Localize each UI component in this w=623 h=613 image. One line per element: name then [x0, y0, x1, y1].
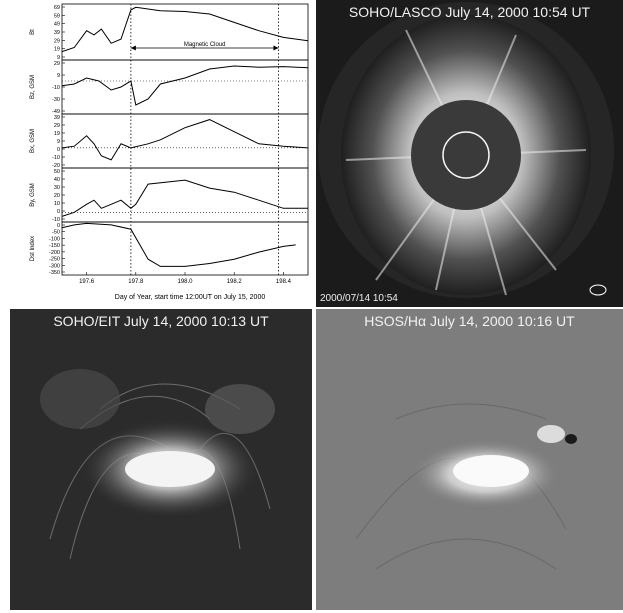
- y-tick-label: 0: [57, 147, 60, 153]
- y-tick-label: -49: [52, 109, 60, 115]
- y-tick-label: 30: [54, 185, 60, 191]
- y-tick-label: -10: [52, 85, 60, 91]
- eit-title: SOHO/EIT July 14, 2000 10:13 UT: [53, 313, 269, 329]
- occulting-disk: [411, 100, 521, 210]
- lasco-image: SOHO/LASCO July 14, 2000 10:54 UT 2000/0…: [316, 0, 623, 307]
- y-tick-label: 39: [54, 115, 60, 121]
- magnetic-field-plots: Day of Year, start time 12:00UT on July …: [0, 0, 315, 307]
- y-tick-label: -50: [52, 230, 60, 236]
- y-tick-label: 59: [54, 13, 60, 19]
- y-tick-label: -350: [49, 270, 60, 276]
- y-axis-label: Bx, GSM: [30, 129, 36, 153]
- y-tick-label: 49: [54, 22, 60, 28]
- series-line: [61, 119, 309, 161]
- x-tick-label: 198.4: [276, 279, 292, 285]
- plot-frame: [61, 167, 309, 223]
- halpha-image: HSOS/Hα July 14, 2000 10:16 UT: [316, 309, 623, 610]
- y-tick-label: 19: [54, 47, 60, 53]
- y-tick-label: -300: [49, 263, 60, 269]
- y-tick-label: -10: [52, 217, 60, 223]
- y-axis-label: Bt: [30, 29, 36, 35]
- arrow-head-left-icon: [130, 45, 136, 51]
- eit-image: SOHO/EIT July 14, 2000 10:13 UT: [10, 309, 312, 610]
- solar-limb-circle: [442, 131, 490, 179]
- y-axis-label: Bz, GSM: [30, 75, 36, 99]
- plot-frame: [61, 113, 309, 169]
- series-line: [61, 6, 309, 53]
- x-axis-label: Day of Year, start time 12:00UT on July …: [115, 294, 266, 301]
- x-tick-label: 197.8: [128, 279, 144, 285]
- lasco-timestamp: 2000/07/14 10:54: [320, 293, 398, 304]
- y-axis-label: Dst Index: [30, 236, 36, 261]
- magnetic-cloud-label: Magnetic Cloud: [184, 42, 226, 48]
- y-tick-label: 9: [57, 55, 60, 61]
- y-tick-label: -150: [49, 243, 60, 249]
- y-tick-label: 29: [54, 61, 60, 67]
- lasco-title: SOHO/LASCO July 14, 2000 10:54 UT: [348, 4, 591, 20]
- sun-size-icon: [589, 284, 607, 296]
- y-tick-label: -10: [52, 155, 60, 161]
- y-tick-label: 10: [54, 201, 60, 207]
- y-tick-label: 19: [54, 131, 60, 137]
- y-tick-label: 39: [54, 30, 60, 36]
- eit-euv-picture: [10, 309, 312, 610]
- y-tick-label: 0: [57, 209, 60, 215]
- y-tick-label: 69: [54, 5, 60, 11]
- y-tick-label: -20: [52, 163, 60, 169]
- series-line: [61, 222, 296, 267]
- y-tick-label: 0: [57, 223, 60, 229]
- y-tick-label: 50: [54, 169, 60, 175]
- lasco-coronagraph-picture: [316, 0, 623, 307]
- plot-frame: [61, 59, 309, 115]
- plot-frame: [61, 221, 309, 276]
- y-tick-label: 29: [54, 38, 60, 44]
- series-line: [61, 179, 308, 217]
- y-tick-label: 9: [57, 73, 60, 79]
- x-tick-label: 198.2: [227, 279, 243, 285]
- plot-svg: Day of Year, start time 12:00UT on July …: [30, 3, 309, 301]
- arrow-head-right-icon: [273, 45, 279, 51]
- y-axis-label: By, GSM: [30, 183, 36, 207]
- y-tick-label: 29: [54, 123, 60, 129]
- halpha-picture: [316, 309, 623, 610]
- y-tick-label: 9: [57, 139, 60, 145]
- y-tick-label: 40: [54, 177, 60, 183]
- y-tick-label: 20: [54, 193, 60, 199]
- plot-frame: [61, 3, 309, 61]
- x-tick-label: 197.6: [79, 279, 95, 285]
- series-line: [61, 65, 309, 106]
- halpha-title: HSOS/Hα July 14, 2000 10:16 UT: [364, 313, 575, 329]
- x-tick-label: 198.0: [177, 279, 193, 285]
- y-tick-label: -30: [52, 97, 60, 103]
- y-tick-label: -200: [49, 250, 60, 256]
- y-tick-label: -250: [49, 257, 60, 263]
- y-tick-label: -100: [49, 236, 60, 242]
